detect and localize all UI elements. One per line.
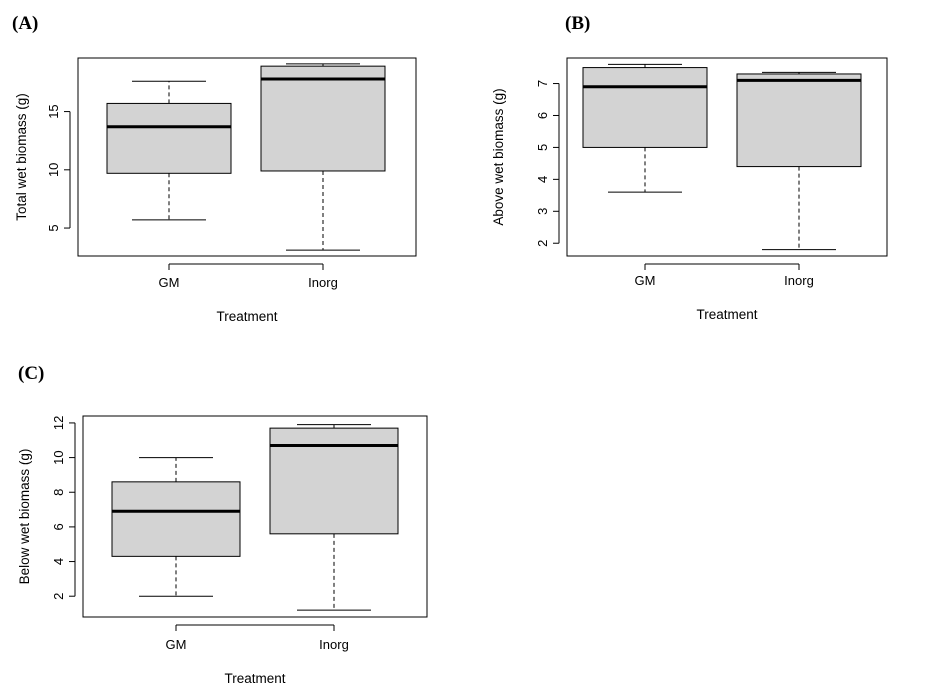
x-tick-label: Inorg <box>319 637 349 652</box>
iqr-box <box>582 67 708 148</box>
box-inorg <box>736 71 862 251</box>
y-tick-label: 2 <box>51 593 66 600</box>
x-tick-label: Inorg <box>784 273 814 288</box>
box-gm <box>106 80 232 221</box>
y-tick-label: 6 <box>535 112 550 119</box>
y-axis-title: Above wet biomass (g) <box>491 88 506 225</box>
x-tick-label: GM <box>166 637 187 652</box>
box-gm <box>582 63 708 193</box>
box-gm <box>111 457 241 597</box>
y-axis-title: Below wet biomass (g) <box>17 449 32 585</box>
y-tick-label: 6 <box>51 523 66 530</box>
panel-label: (B) <box>565 13 590 34</box>
plot-frame <box>82 415 428 618</box>
x-axis-title: Treatment <box>696 307 757 322</box>
y-tick-label: 5 <box>46 224 61 231</box>
y-tick-label: 10 <box>46 163 61 177</box>
panel-label: (A) <box>12 13 38 34</box>
x-axis-title: Treatment <box>216 309 277 324</box>
x-tick-label: Inorg <box>308 275 338 290</box>
y-axis-title: Total wet biomass (g) <box>14 93 29 221</box>
iqr-box <box>111 481 241 557</box>
x-tick-label: GM <box>635 273 656 288</box>
y-tick-label: 5 <box>535 144 550 151</box>
y-tick-label: 4 <box>51 558 66 565</box>
panel-label: (C) <box>18 363 44 384</box>
iqr-box <box>260 65 386 172</box>
y-tick-label: 10 <box>51 450 66 464</box>
y-tick-label: 8 <box>51 489 66 496</box>
y-tick-label: 3 <box>535 208 550 215</box>
box-inorg <box>269 424 399 611</box>
iqr-box <box>736 73 862 168</box>
plot-frame <box>77 57 417 257</box>
box-inorg <box>260 63 386 251</box>
y-tick-label: 12 <box>51 416 66 430</box>
x-axis-title: Treatment <box>224 671 285 686</box>
panel-1: (B) 2 3 4 5 6 7 GM Inorg Treatment Above wet bioma… <box>491 13 888 322</box>
panel-0: (A) 5 10 15 GM Inorg Treatment Total wet biomas… <box>12 13 417 324</box>
y-tick-label: 2 <box>535 240 550 247</box>
y-tick-label: 7 <box>535 80 550 87</box>
panel-2: (C) 2 4 6 8 10 12 GM Inorg Treatment Below wet bio… <box>17 363 428 686</box>
y-tick-label: 15 <box>46 104 61 118</box>
iqr-box <box>106 102 232 174</box>
y-tick-label: 4 <box>535 176 550 183</box>
x-tick-label: GM <box>159 275 180 290</box>
plot-frame <box>566 57 888 257</box>
